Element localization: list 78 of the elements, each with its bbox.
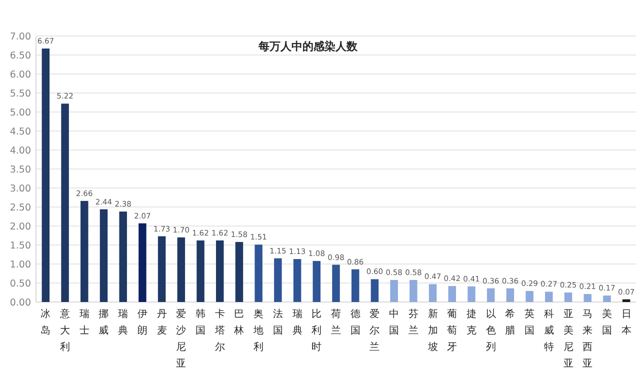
y-tick-label: 1.00: [10, 260, 31, 270]
bar: [564, 292, 572, 302]
bar: [177, 237, 186, 302]
x-tick-label: 巴林: [233, 309, 244, 336]
bar: [80, 200, 88, 302]
y-tick-label: 4.00: [10, 146, 31, 156]
bar: [526, 290, 534, 302]
bar: [603, 296, 611, 302]
x-tick-label: 冰岛: [40, 308, 51, 336]
bar: [235, 242, 244, 302]
y-tick-label: 0.50: [10, 278, 31, 290]
x-tick-label: 亚美尼亚: [563, 309, 574, 370]
bar: [312, 260, 321, 302]
x-tick-label: 希腊: [505, 308, 516, 336]
x-tick-label: 新加坡: [426, 308, 438, 353]
x-tick-label: 挪威: [98, 308, 109, 336]
x-tick-label: 日本: [621, 309, 632, 336]
x-tick-label: 葡萄牙: [447, 308, 458, 353]
bar: [254, 244, 262, 302]
bar: [622, 299, 630, 302]
bar: [293, 259, 302, 302]
bar: [428, 284, 437, 302]
y-tick-label: 5.00: [10, 108, 31, 118]
x-tick-label: 芬兰: [408, 308, 418, 336]
y-tick-label: 2.00: [10, 222, 31, 232]
y-tick-label: 6.00: [10, 70, 31, 80]
x-tick-label: 瑞士: [79, 308, 90, 336]
bar: [506, 288, 514, 302]
x-tick-label: 荷兰: [331, 308, 341, 336]
x-tick-label: 比利时: [312, 308, 322, 353]
x-tick-label: 捷克: [466, 308, 476, 336]
x-tick-label: 以色列: [486, 308, 496, 353]
bar: [216, 240, 224, 302]
bar: [410, 280, 418, 302]
x-tick-label: 爱尔兰: [370, 308, 380, 353]
x-tick-label: 卡塔尔: [214, 308, 225, 353]
x-tick-label: 瑞典: [118, 308, 128, 336]
bar: [42, 48, 50, 302]
bar: [448, 286, 456, 302]
bar: [100, 209, 108, 302]
x-tick-label: 爱沙尼亚: [176, 308, 186, 370]
bar: [584, 294, 592, 302]
bar: [138, 223, 146, 302]
x-tick-label: 中国: [389, 308, 400, 336]
x-tick-label: 丹麦: [156, 309, 167, 336]
chart-title: 每万人中的感染人数: [258, 40, 358, 53]
bar: [332, 264, 340, 302]
x-tick-label: 英国: [524, 308, 535, 336]
x-tick-label: 韩国: [196, 308, 206, 336]
y-tick-label: 5.50: [10, 88, 31, 100]
y-tick-label: 0.00: [10, 298, 31, 308]
bar: [351, 269, 360, 302]
bar: [545, 292, 553, 302]
x-tick-label: 奥地利: [252, 308, 264, 353]
bar: [370, 279, 379, 302]
x-tick-label: 意大利: [59, 308, 70, 353]
bar: [61, 104, 69, 302]
bar: [158, 236, 166, 302]
y-tick-label: 2.50: [10, 202, 31, 214]
x-tick-label: 马来西亚: [582, 309, 593, 370]
bar: [196, 240, 204, 302]
x-tick-label: 德国: [350, 309, 360, 336]
x-tick-label: 伊朗: [137, 309, 148, 336]
bar: [468, 286, 476, 302]
bar: [390, 280, 398, 302]
y-tick-label: 6.50: [10, 50, 31, 62]
y-tick-label: 3.50: [10, 164, 31, 176]
y-tick-label: 3.00: [10, 184, 31, 194]
bar: [274, 258, 282, 302]
x-tick-label: 科威特: [544, 308, 554, 353]
y-tick-label: 4.50: [10, 126, 31, 138]
x-tick-label: 法国: [272, 308, 283, 336]
y-tick-label: 1.50: [10, 240, 31, 252]
y-tick-label: 7.00: [10, 32, 31, 42]
bar: [119, 212, 127, 302]
x-tick-label: 瑞典: [292, 308, 302, 336]
x-tick-label: 美国: [602, 308, 612, 336]
bar: [486, 288, 495, 302]
